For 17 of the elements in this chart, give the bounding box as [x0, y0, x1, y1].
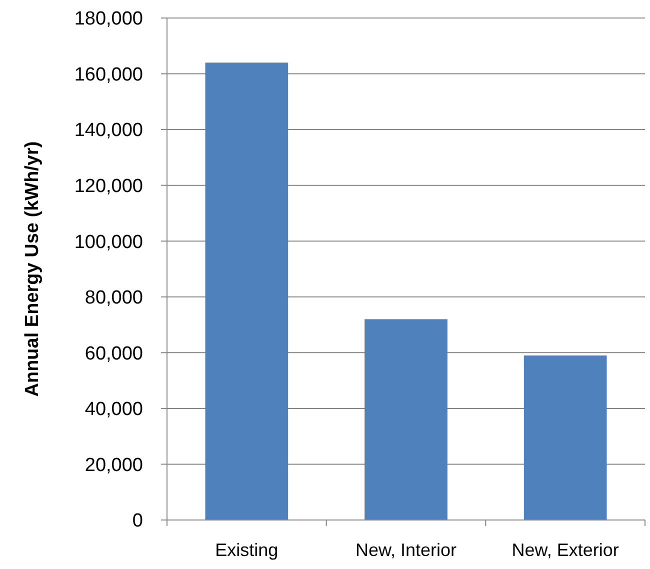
y-tick-label: 140,000 — [74, 120, 143, 142]
y-tick-label: 180,000 — [74, 8, 143, 30]
y-tick-label: 100,000 — [74, 232, 143, 253]
bar — [524, 355, 607, 520]
bar — [205, 62, 288, 520]
y-tick-label: 20,000 — [84, 454, 143, 476]
x-tick-label: Existing — [215, 540, 278, 560]
y-tick-label: 160,000 — [74, 64, 143, 86]
y-tick-label: 40,000 — [84, 399, 143, 420]
y-tick-label: 60,000 — [84, 343, 143, 364]
y-tick-label: 0 — [132, 510, 143, 532]
y-tick-label: 120,000 — [74, 176, 143, 197]
bar — [364, 319, 448, 520]
y-axis-title: Annual Energy Use (kWh/yr) — [22, 141, 43, 397]
x-tick-label: New, Interior — [355, 540, 457, 560]
y-tick-label: 80,000 — [84, 288, 143, 309]
x-tick-label: New, Exterior — [512, 540, 619, 560]
